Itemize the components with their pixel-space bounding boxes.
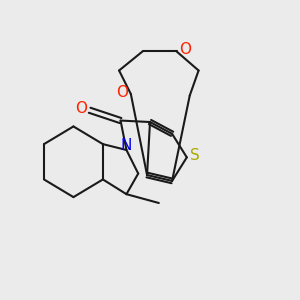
Text: N: N bbox=[121, 138, 132, 153]
Text: O: O bbox=[179, 42, 191, 57]
Text: O: O bbox=[116, 85, 128, 100]
Text: S: S bbox=[190, 148, 200, 163]
Text: O: O bbox=[75, 101, 87, 116]
